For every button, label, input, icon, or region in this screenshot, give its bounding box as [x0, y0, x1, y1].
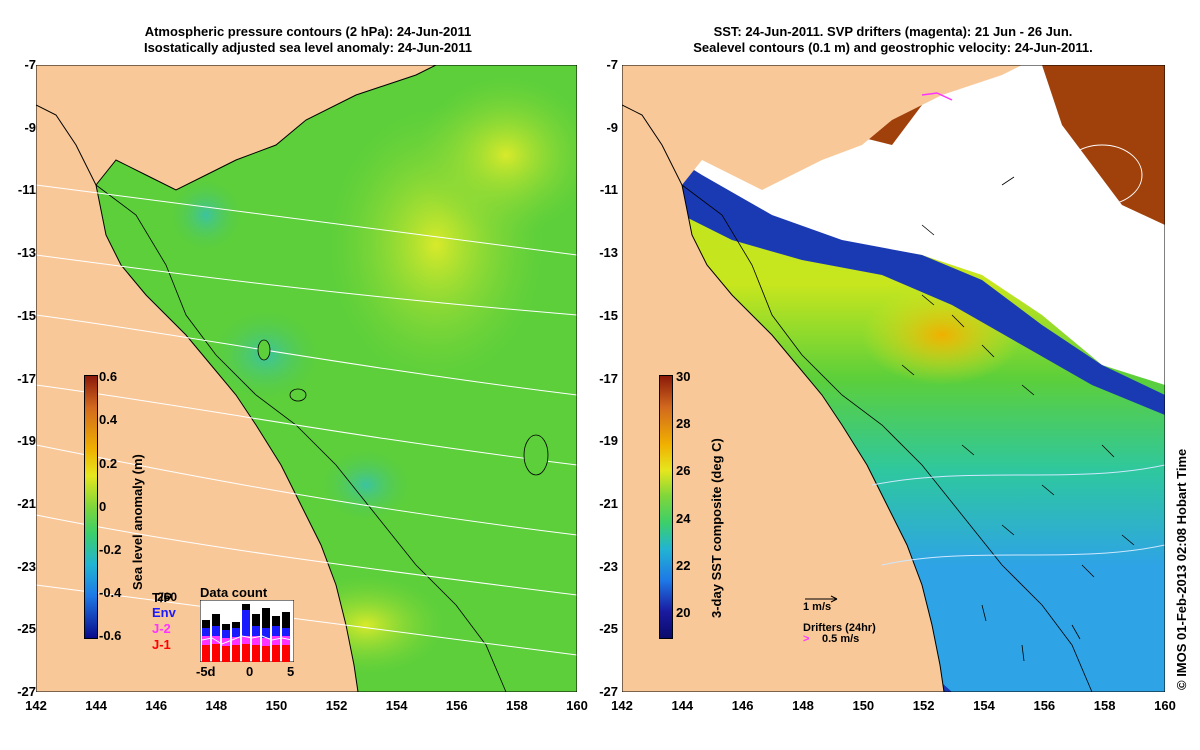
sea-cbar-tick-2: 0.2 [99, 456, 118, 471]
x-tick-label: 152 [325, 698, 348, 713]
legend-count: 260 [157, 590, 178, 604]
y-tick-label: -11 [599, 182, 618, 198]
sst-map [622, 65, 1165, 692]
australia-land [36, 105, 358, 692]
y-tick-label: -23 [17, 558, 36, 574]
right-title-line1: SST: 24-Jun-2011. SVP drifters (magenta)… [713, 24, 1073, 39]
y-tick-label: -23 [599, 558, 618, 574]
left-title-line1: Atmospheric pressure contours (2 hPa): 2… [144, 24, 472, 39]
inset-xtick-1: 0 [246, 664, 254, 679]
y-tick-label: -9 [24, 119, 36, 135]
x-tick-label: 142 [25, 698, 47, 713]
y-tick-label: -13 [17, 245, 36, 261]
inset-xtick-0: -5d [196, 664, 216, 679]
y-tick-label: -21 [17, 495, 36, 511]
x-tick-label: 150 [265, 698, 288, 713]
velocity-scale-label: 1 m/s [803, 601, 832, 613]
sst-cbar-title: 3-day SST composite (deg C) [709, 438, 724, 618]
sst-cbar-tick-1: 28 [676, 416, 691, 431]
x-tick-label: 144 [85, 698, 107, 713]
drifters-label: Drifters (24hr) [803, 622, 876, 634]
credit-text: © IMOS 01-Feb-2013 02:08 Hobart Time [1174, 448, 1189, 690]
y-tick-label: -15 [599, 307, 618, 323]
x-tick-label: 160 [1154, 698, 1176, 713]
x-tick-label: 144 [671, 698, 694, 713]
x-tick-label: 146 [731, 698, 754, 713]
sst-cbar-tick-3: 24 [676, 511, 691, 526]
y-tick-label: -17 [17, 370, 36, 386]
y-tick-label: -27 [17, 684, 36, 699]
left-title: Atmospheric pressure contours (2 hPa): 2… [40, 24, 576, 56]
x-tick-label: 142 [611, 698, 633, 713]
new-guinea-land [36, 65, 436, 190]
x-tick-label: 160 [566, 698, 588, 713]
y-tick-label: -9 [606, 119, 618, 135]
sea-level-colorbar [84, 375, 98, 639]
x-tick-label: 156 [445, 698, 468, 713]
y-tick-label: -11 [17, 182, 36, 198]
legend-j1: J-1 [152, 637, 171, 652]
y-tick-label: -7 [606, 57, 618, 72]
sea-cbar-tick-0: 0.6 [99, 369, 118, 384]
legend-env: Env [152, 605, 176, 620]
y-tick-label: -19 [599, 433, 618, 449]
y-tick-label: -19 [17, 433, 36, 449]
inset-title: Data count [200, 585, 268, 600]
y-tick-label: -17 [599, 370, 618, 386]
y-tick-label: -15 [17, 307, 36, 323]
sea-cbar-tick-4: -0.2 [99, 542, 122, 557]
drifter-arrow-icon: > [803, 633, 810, 645]
x-tick-label: 154 [385, 698, 408, 713]
y-tick-label: -21 [599, 495, 618, 511]
right-title-line2: Sealevel contours (0.1 m) and geostrophi… [693, 40, 1093, 55]
y-tick-label: -25 [599, 621, 618, 637]
x-tick-label: 150 [852, 698, 875, 713]
x-tick-label: 146 [145, 698, 168, 713]
y-tick-label: -27 [599, 684, 618, 699]
x-tick-label: 152 [912, 698, 935, 713]
x-tick-label: 156 [1033, 698, 1056, 713]
sst-cbar-tick-5: 20 [676, 605, 691, 620]
x-tick-label: 154 [973, 698, 995, 713]
legend-j2: J-2 [152, 621, 171, 636]
sst-colorbar [659, 375, 673, 639]
sea-cbar-tick-3: 0 [99, 499, 107, 514]
australia-land-sst [622, 105, 944, 692]
sst-cbar-tick-0: 30 [676, 369, 691, 384]
x-tick-label: 148 [205, 698, 228, 713]
sst-cbar-tick-2: 26 [676, 463, 691, 478]
x-tick-label: 158 [506, 698, 528, 713]
velocity-scale-arrow [805, 595, 838, 603]
inset-xtick-2: 5 [287, 664, 295, 679]
right-title: SST: 24-Jun-2011. SVP drifters (magenta)… [622, 24, 1164, 56]
velocity-arrows [901, 176, 1135, 662]
y-tick-label: -7 [24, 57, 36, 72]
sea-cbar-title: Sea level anomaly (m) [130, 454, 145, 590]
sea-cbar-tick-5: -0.4 [99, 585, 122, 600]
sea-cbar-tick-6: -0.6 [99, 628, 122, 643]
x-tick-label: 148 [792, 698, 814, 713]
left-title-line2: Isostatically adjusted sea level anomaly… [143, 40, 473, 55]
sst-cbar-tick-4: 22 [676, 558, 691, 573]
sea-cbar-tick-1: 0.4 [99, 412, 118, 427]
data-count-inset [200, 600, 294, 662]
y-tick-label: -13 [599, 245, 618, 261]
sea-level-anomaly-map [36, 65, 577, 692]
legend-tp: T/P [152, 590, 173, 605]
new-guinea-land-sst [622, 65, 1022, 190]
drifters-speed: 0.5 m/s [822, 633, 860, 645]
y-tick-label: -25 [17, 621, 36, 637]
x-tick-label: 158 [1093, 698, 1116, 713]
